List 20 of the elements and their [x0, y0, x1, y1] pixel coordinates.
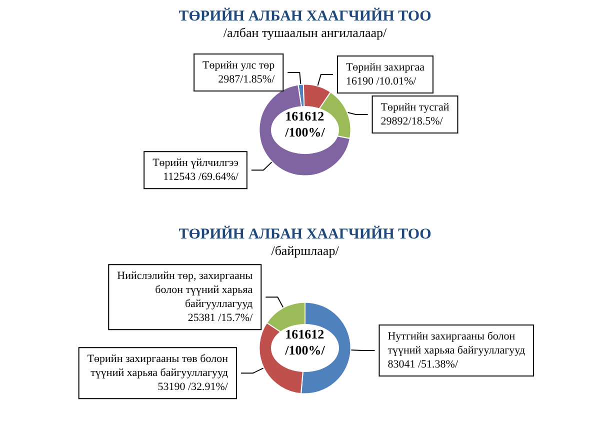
chart-title: ТӨРИЙН АЛБАН ХААГЧИЙН ТОО	[178, 226, 432, 242]
chart-title: ТӨРИЙН АЛБАН ХААГЧИЙН ТОО	[178, 8, 432, 24]
data-label: 2987/1.85%/	[218, 73, 276, 86]
data-label: 53190 /32.91%/	[158, 381, 229, 394]
data-label: 25381 /15.7%/	[188, 312, 254, 324]
slice-label: Нутгийн захиргааны болон түүний харьяа байгууллагууд	[388, 330, 526, 357]
data-label: 112543 /69.64%/	[163, 171, 240, 184]
data-label: 16190 /10.01%/	[346, 75, 418, 88]
chart-subtitle: /байршлаар/	[271, 243, 340, 258]
slice-label: Төрийн тусгай	[380, 101, 450, 114]
slice-label: Төрийн үйлчилгээ	[152, 157, 239, 170]
slice-label: Төрийн захиргааны төв болон түүний харьяа байгууллагууд	[87, 353, 228, 380]
slice-label: Төрийн улс төр	[202, 59, 276, 72]
slice-label: Нийслэлийн төр, захиргааны болон түүний харьяа байгууллагууд	[117, 270, 254, 310]
text: 161612 /100%/	[284, 326, 326, 358]
slice-label: Төрийн захиргаа	[346, 61, 425, 74]
data-label: 83041 /51.38%/	[388, 358, 459, 371]
chart-subtitle: /албан тушаалын ангилалаар/	[223, 25, 387, 40]
data-label: 29892/18.5%/	[380, 115, 444, 128]
text: 161612 /100%/	[284, 108, 326, 140]
